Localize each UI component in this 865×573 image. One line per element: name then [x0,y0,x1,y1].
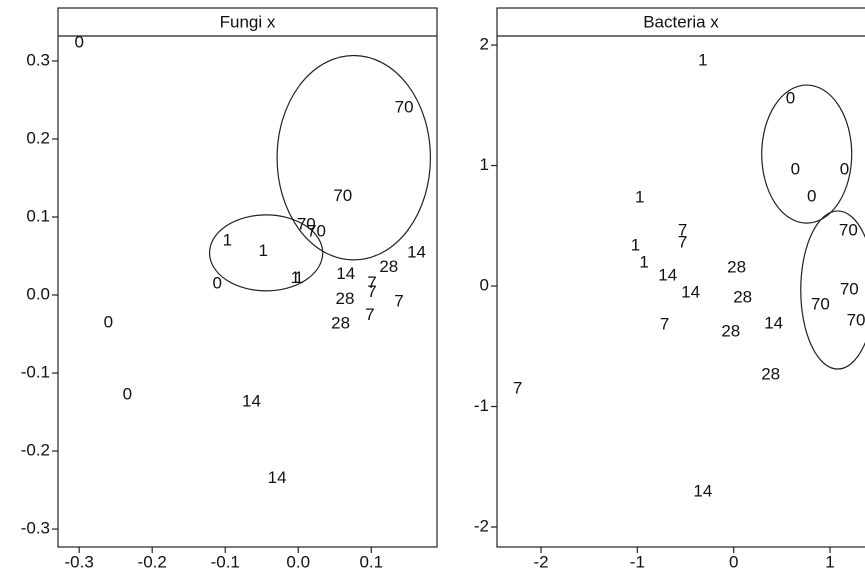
point-label: 28 [727,258,746,277]
point-label: 1 [223,231,232,250]
point-label: 14 [681,282,700,301]
point-label: 7 [394,292,403,311]
point-label: 70 [840,279,859,298]
x-tick-label: -0.3 [65,552,94,571]
point-label: 1 [635,188,644,207]
point-label: 0 [786,89,795,108]
point-label: 28 [336,289,355,308]
point-label: 0 [123,384,132,403]
point-label: 70 [297,214,316,233]
confidence-ellipse [208,214,324,292]
point-label: 70 [839,221,858,240]
point-label: 0 [104,313,113,332]
x-tick-label: 1 [825,552,834,571]
point-label: 1 [639,252,648,271]
point-label: 14 [658,266,677,285]
point-label: 7 [367,273,376,292]
point-label: 70 [333,186,352,205]
point-label: 14 [336,264,355,283]
point-label: 7 [678,221,687,240]
point-label: 0 [791,159,800,178]
point-label: 14 [693,482,712,501]
panel: Fungi x 0.3 0.2 0.1 0.0 -0.1 -0.2 -0.3 -0.3 -0.2 -… [21,7,438,571]
y-tick-label: 0.0 [26,284,50,303]
point-label: 14 [764,313,783,332]
x-tick-label: 0.1 [359,552,383,571]
x-tick-label: 0.0 [286,552,310,571]
confidence-ellipse [276,54,432,261]
point-label: 28 [379,257,398,276]
point-label: 0 [840,159,849,178]
point-label: 14 [407,242,426,261]
point-label: 28 [721,322,740,341]
x-tick-label: -2 [533,552,548,571]
point-label: 70 [395,97,414,116]
point-label: 70 [307,221,326,240]
point-label: 70 [847,310,865,329]
point-label: 28 [331,313,350,332]
confidence-ellipse [800,210,865,370]
y-tick-label: 0.3 [26,50,50,69]
y-tick-label: -1 [474,396,489,415]
point-label: 1 [631,235,640,254]
x-tick-label: -1 [630,552,645,571]
panel-title: Bacteria x [643,12,719,31]
point-label: 1 [294,268,303,287]
y-tick-label: -0.3 [21,519,50,538]
x-tick-label: 0 [729,552,738,571]
point-label: 28 [761,365,780,384]
point-label: 14 [242,391,261,410]
point-label: 7 [513,379,522,398]
y-tick-label: -2 [474,516,489,535]
y-tick-label: 0 [480,276,489,295]
x-tick-label: -0.2 [138,552,167,571]
y-tick-label: -0.1 [21,363,50,382]
point-label: 7 [660,315,669,334]
point-label: 1 [258,241,267,260]
point-label: 0 [212,274,221,293]
point-label: 7 [365,305,374,324]
point-label: 0 [807,186,816,205]
point-label: 0 [74,33,83,52]
point-label: 7 [678,232,687,251]
y-tick-label: 1 [480,155,489,174]
y-tick-label: 0.2 [26,128,50,147]
confidence-ellipse [761,84,853,224]
y-tick-label: -0.2 [21,441,50,460]
point-label: 28 [733,288,752,307]
plot-frame [57,7,438,548]
panel-title: Fungi x [220,12,276,31]
point-label: 1 [291,268,300,287]
plot-frame [496,7,865,548]
point-label: 70 [811,295,830,314]
point-label: 7 [367,282,376,301]
y-tick-label: 2 [480,35,489,54]
x-tick-label: -0.1 [211,552,240,571]
y-tick-label: 0.1 [26,206,50,225]
point-label: 1 [698,51,707,70]
point-label: 14 [268,468,287,487]
